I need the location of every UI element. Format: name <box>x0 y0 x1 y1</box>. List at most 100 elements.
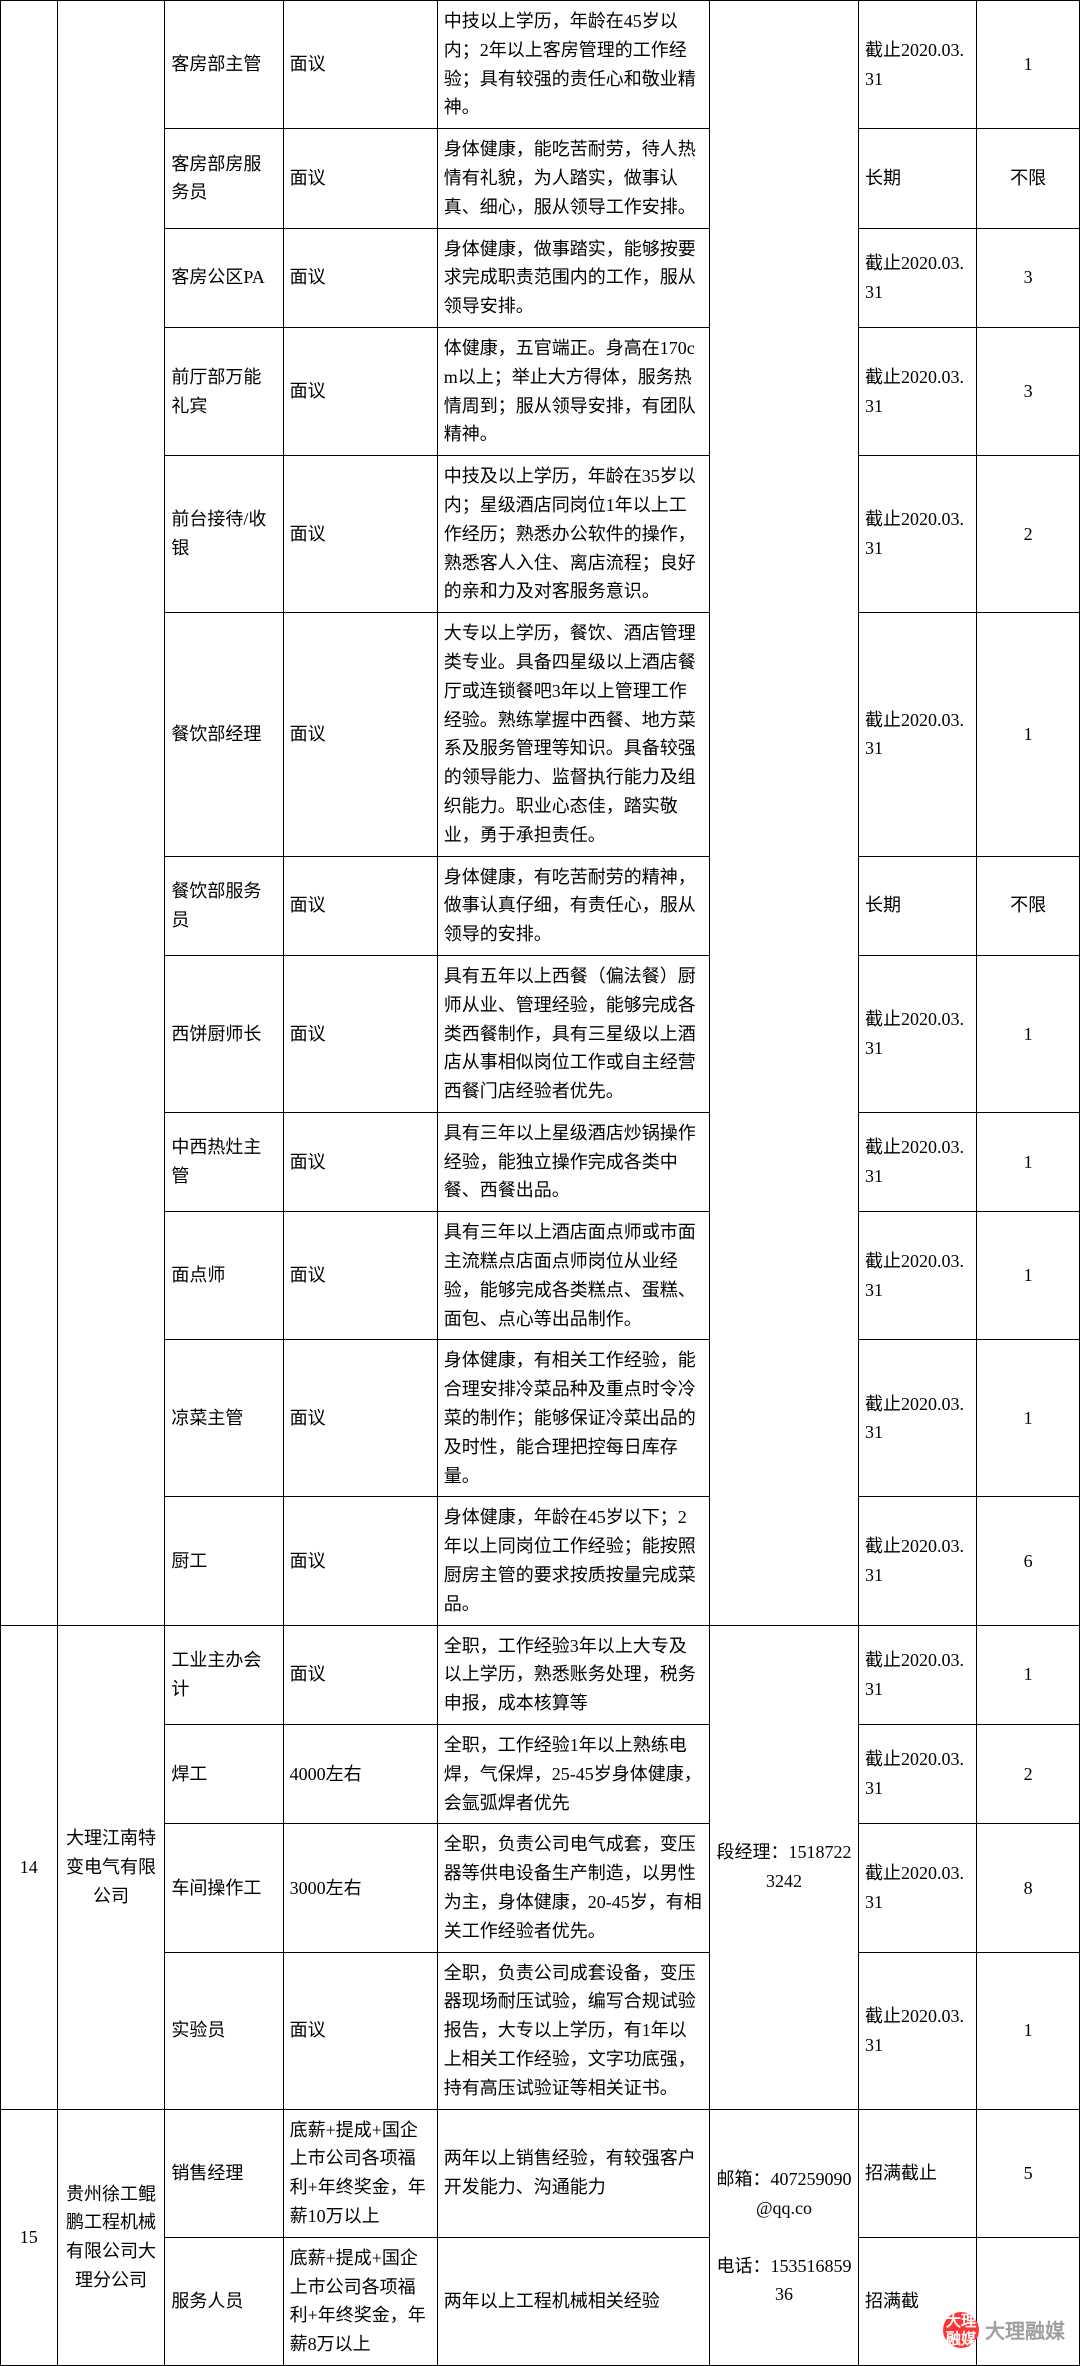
requirement-cell: 大专以上学历，餐饮、酒店管理类专业。具备四星级以上酒店餐厅或连锁餐吧3年以上管理… <box>437 613 709 856</box>
count-cell: 8 <box>977 1824 1080 1952</box>
salary-cell: 面议 <box>283 856 437 955</box>
count-cell: 不限 <box>977 856 1080 955</box>
salary-cell: 3000左右 <box>283 1824 437 1952</box>
company-cell <box>57 1 165 1626</box>
position-cell: 焊工 <box>165 1725 283 1824</box>
company-cell: 大理江南特变电气有限公司 <box>57 1625 165 2109</box>
salary-cell: 底薪+提成+国企上巿公司各项福利+年终奖金，年薪10万以上 <box>283 2109 437 2237</box>
count-cell: 1 <box>977 1625 1080 1724</box>
requirement-cell: 两年以上工程机械相关经验 <box>437 2237 709 2365</box>
watermark-logo: 大理 融媒 <box>943 2312 979 2348</box>
salary-cell: 面议 <box>283 1952 437 2109</box>
salary-cell: 面议 <box>283 1497 437 1625</box>
salary-cell: 面议 <box>283 1212 437 1340</box>
contact-cell <box>710 1 859 1626</box>
deadline-cell: 截止2020.03.31 <box>859 1625 977 1724</box>
requirement-cell: 具有三年以上酒店面点师或巿面主流糕点店面点师岗位从业经验，能够完成各类糕点、蛋糕… <box>437 1212 709 1340</box>
salary-cell: 4000左右 <box>283 1725 437 1824</box>
deadline-cell: 截止2020.03.31 <box>859 228 977 327</box>
requirement-cell: 身体健康，做事踏实，能够按要求完成职责范围内的工作，服从领导安排。 <box>437 228 709 327</box>
count-cell: 6 <box>977 1497 1080 1625</box>
salary-cell: 面议 <box>283 1 437 129</box>
watermark: 大理 融媒 大理融媒 <box>943 2312 1065 2348</box>
deadline-cell: 截止2020.03.31 <box>859 1340 977 1497</box>
count-cell: 1 <box>977 1340 1080 1497</box>
salary-cell: 面议 <box>283 129 437 228</box>
salary-cell: 面议 <box>283 955 437 1112</box>
count-cell: 不限 <box>977 129 1080 228</box>
deadline-cell: 截止2020.03.31 <box>859 327 977 455</box>
index-cell: 14 <box>1 1625 58 2109</box>
table-row: 15贵州徐工鲲鹏工程机械有限公司大理分公司销售经理底薪+提成+国企上巿公司各项福… <box>1 2109 1080 2237</box>
position-cell: 面点师 <box>165 1212 283 1340</box>
requirement-cell: 全职，工作经验1年以上熟练电焊，气保焊，25-45岁身体健康，会氩弧焊者优先 <box>437 1725 709 1824</box>
company-cell: 贵州徐工鲲鹏工程机械有限公司大理分公司 <box>57 2109 165 2365</box>
watermark-circle-top: 大理 <box>946 2313 977 2328</box>
count-cell: 2 <box>977 1725 1080 1824</box>
position-cell: 实验员 <box>165 1952 283 2109</box>
position-cell: 前台接待/收银 <box>165 456 283 613</box>
count-cell: 5 <box>977 2109 1080 2237</box>
count-cell: 1 <box>977 613 1080 856</box>
deadline-cell: 截止2020.03.31 <box>859 613 977 856</box>
watermark-circle-bottom: 融媒 <box>946 2331 977 2346</box>
deadline-cell: 截止2020.03.31 <box>859 1112 977 1211</box>
position-cell: 客房部主管 <box>165 1 283 129</box>
deadline-cell: 招满截止 <box>859 2109 977 2237</box>
count-cell: 2 <box>977 456 1080 613</box>
requirement-cell: 两年以上销售经验，有较强客户开发能力、沟通能力 <box>437 2109 709 2237</box>
deadline-cell: 长期 <box>859 129 977 228</box>
requirement-cell: 全职，负责公司成套设备，变压器现场耐压试验，编写合规试验报告，大专以上学历，有1… <box>437 1952 709 2109</box>
requirement-cell: 身体健康，能吃苦耐劳，待人热情有礼貌，为人踏实，做事认真、细心，服从领导工作安排… <box>437 129 709 228</box>
table-row: 客房部主管面议中技以上学历，年龄在45岁以内；2年以上客房管理的工作经验；具有较… <box>1 1 1080 129</box>
requirement-cell: 具有五年以上西餐（偏法餐）厨师从业、管理经验，能够完成各类西餐制作，具有三星级以… <box>437 955 709 1112</box>
deadline-cell: 截止2020.03.31 <box>859 1824 977 1952</box>
requirement-cell: 身体健康，有吃苦耐劳的精神，做事认真仔细，有责任心，服从领导的安排。 <box>437 856 709 955</box>
contact-cell: 邮箱：407259090@qq.co 电话：15351685936 <box>710 2109 859 2365</box>
requirement-cell: 身体健康，年龄在45岁以下；2年以上同岗位工作经验；能按照厨房主管的要求按质按量… <box>437 1497 709 1625</box>
requirement-cell: 身体健康，有相关工作经验，能合理安排冷菜品种及重点时令冷菜的制作；能够保证冷菜出… <box>437 1340 709 1497</box>
position-cell: 中西热灶主管 <box>165 1112 283 1211</box>
position-cell: 前厅部万能礼宾 <box>165 327 283 455</box>
deadline-cell: 截止2020.03.31 <box>859 1952 977 2109</box>
position-cell: 餐饮部经理 <box>165 613 283 856</box>
count-cell: 1 <box>977 1212 1080 1340</box>
watermark-label: 大理融媒 <box>985 2315 1065 2344</box>
salary-cell: 面议 <box>283 456 437 613</box>
index-cell: 15 <box>1 2109 58 2365</box>
salary-cell: 底薪+提成+国企上巿公司各项福利+年终奖金，年薪8万以上 <box>283 2237 437 2365</box>
requirement-cell: 全职，工作经验3年以上大专及以上学历，熟悉账务处理，税务申报，成本核算等 <box>437 1625 709 1724</box>
salary-cell: 面议 <box>283 613 437 856</box>
position-cell: 凉菜主管 <box>165 1340 283 1497</box>
salary-cell: 面议 <box>283 228 437 327</box>
position-cell: 服务人员 <box>165 2237 283 2365</box>
deadline-cell: 截止2020.03.31 <box>859 1497 977 1625</box>
count-cell: 3 <box>977 228 1080 327</box>
deadline-cell: 长期 <box>859 856 977 955</box>
index-cell <box>1 1 58 1626</box>
requirement-cell: 全职，负责公司电气成套，变压器等供电设备生产制造，以男性为主，身体健康，20-4… <box>437 1824 709 1952</box>
position-cell: 餐饮部服务员 <box>165 856 283 955</box>
deadline-cell: 截止2020.03.31 <box>859 1 977 129</box>
salary-cell: 面议 <box>283 327 437 455</box>
requirement-cell: 中技及以上学历，年龄在35岁以内；星级酒店同岗位1年以上工作经历；熟悉办公软件的… <box>437 456 709 613</box>
deadline-cell: 截止2020.03.31 <box>859 456 977 613</box>
requirement-cell: 具有三年以上星级酒店炒锅操作经验，能独立操作完成各类中餐、西餐出品。 <box>437 1112 709 1211</box>
contact-cell: 段经理：15187223242 <box>710 1625 859 2109</box>
position-cell: 销售经理 <box>165 2109 283 2237</box>
table-row: 14大理江南特变电气有限公司工业主办会计面议全职，工作经验3年以上大专及以上学历… <box>1 1625 1080 1724</box>
position-cell: 西饼厨师长 <box>165 955 283 1112</box>
count-cell: 1 <box>977 955 1080 1112</box>
position-cell: 客房公区PA <box>165 228 283 327</box>
job-listings-table: 客房部主管面议中技以上学历，年龄在45岁以内；2年以上客房管理的工作经验；具有较… <box>0 0 1080 2366</box>
count-cell: 3 <box>977 327 1080 455</box>
deadline-cell: 截止2020.03.31 <box>859 1212 977 1340</box>
salary-cell: 面议 <box>283 1112 437 1211</box>
count-cell: 1 <box>977 1112 1080 1211</box>
position-cell: 车间操作工 <box>165 1824 283 1952</box>
count-cell: 1 <box>977 1952 1080 2109</box>
position-cell: 工业主办会计 <box>165 1625 283 1724</box>
requirement-cell: 中技以上学历，年龄在45岁以内；2年以上客房管理的工作经验；具有较强的责任心和敬… <box>437 1 709 129</box>
deadline-cell: 截止2020.03.31 <box>859 955 977 1112</box>
requirement-cell: 体健康，五官端正。身高在170cm以上；举止大方得体，服务热情周到；服从领导安排… <box>437 327 709 455</box>
